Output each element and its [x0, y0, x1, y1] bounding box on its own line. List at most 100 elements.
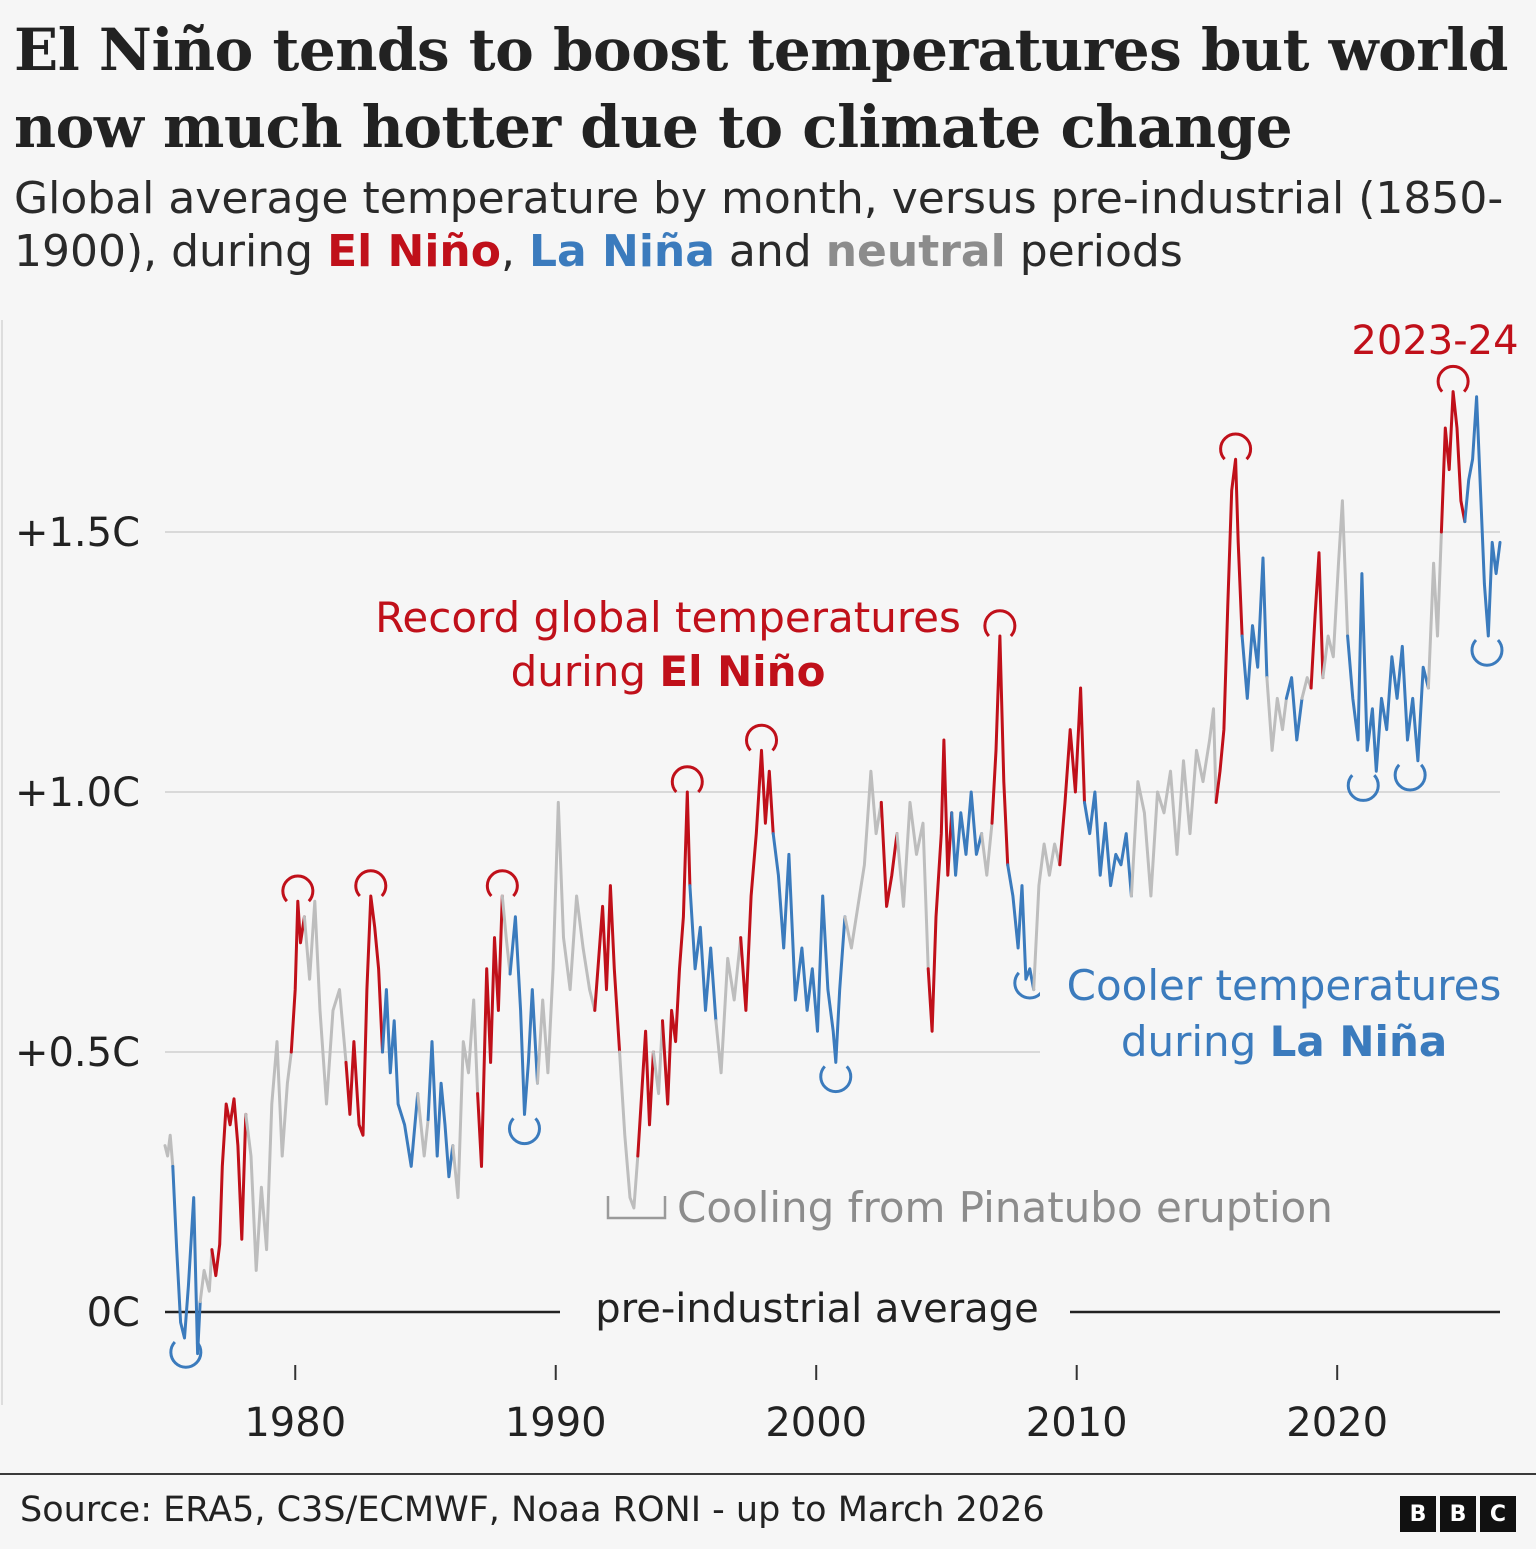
- extreme-marker-el-nino: [1436, 364, 1470, 393]
- series-line-el-nino: [476, 894, 504, 1168]
- series-line-neutral: [302, 899, 348, 1106]
- series-line-neutral: [895, 800, 930, 971]
- series-line-neutral: [416, 1092, 430, 1158]
- series-line-neutral: [1265, 676, 1288, 752]
- peak-label: 2023-24: [1351, 318, 1518, 364]
- series-line-la-nina: [1346, 572, 1430, 773]
- series-line-el-nino: [739, 748, 775, 1012]
- series-line-la-nina: [688, 884, 718, 1023]
- series-line-el-nino: [661, 790, 692, 1106]
- logo-letter: C: [1480, 1496, 1516, 1532]
- series-line-neutral: [1129, 707, 1218, 898]
- x-tick-label: 2010: [1026, 1400, 1128, 1446]
- temperature-chart: 0C +0.5C +1.0C +1.5C 1980 1990 2000 2010 2020 Re…: [1, 318, 1519, 1446]
- y-tick-label: +1.5C: [15, 510, 140, 556]
- cooler-annotation-line2: during La Niña: [1121, 1017, 1447, 1066]
- extreme-marker-el-nino: [983, 609, 1017, 638]
- series-line-neutral: [198, 1248, 214, 1304]
- series-layer: [163, 390, 1502, 1356]
- extreme-marker-el-nino: [1219, 432, 1253, 461]
- extreme-marker-la-nina: [1346, 774, 1380, 802]
- series-line-la-nina: [771, 832, 847, 1064]
- series-line-la-nina: [1083, 790, 1133, 898]
- series-line-el-nino: [636, 1029, 655, 1158]
- series-line-el-nino: [289, 899, 306, 1054]
- subtitle-neutral: neutral: [825, 226, 1006, 277]
- y-tick-label: +1.0C: [15, 770, 140, 816]
- subtitle-text: Global average temperature by month, ver…: [14, 173, 1504, 277]
- series-line-el-nino: [210, 1097, 248, 1278]
- series-line-la-nina: [171, 1164, 202, 1356]
- grid-layer: 0C +0.5C +1.0C +1.5C 1980 1990 2000 2010 2020: [1, 320, 1500, 1446]
- series-line-neutral: [244, 1040, 293, 1272]
- subtitle-periods: periods: [1005, 226, 1183, 277]
- chart-subtitle: Global average temperature by month, ver…: [14, 172, 1524, 278]
- extreme-marker-la-nina: [508, 1117, 541, 1146]
- series-line-el-nino: [593, 884, 622, 1054]
- series-line-neutral: [651, 1019, 664, 1096]
- series-line-el-nino: [344, 894, 384, 1137]
- series-line-el-nino: [1214, 457, 1244, 804]
- subtitle-la-nina: La Niña: [528, 226, 715, 277]
- series-line-neutral: [618, 1050, 640, 1210]
- series-line-neutral: [714, 936, 743, 1075]
- footer-divider: [0, 1473, 1536, 1475]
- subtitle-and: and: [714, 226, 826, 277]
- logo-letter: B: [1400, 1496, 1436, 1532]
- series-line-el-nino: [926, 738, 954, 1033]
- extreme-marker-el-nino: [670, 765, 704, 794]
- series-line-la-nina: [1463, 395, 1502, 638]
- x-tick-label: 1990: [505, 1400, 607, 1446]
- x-tick-label: 2020: [1286, 1400, 1388, 1446]
- marker-layer: [169, 364, 1504, 1369]
- series-line-la-nina: [381, 988, 420, 1168]
- y-tick-label: +0.5C: [15, 1030, 140, 1076]
- cooler-annotation-prefix: during: [1121, 1017, 1270, 1066]
- series-line-neutral: [451, 998, 480, 1200]
- chart-title: El Niño tends to boost temperatures but …: [14, 16, 1508, 161]
- series-line-el-nino: [879, 800, 899, 908]
- series-line-la-nina: [1240, 556, 1269, 700]
- series-line-neutral: [843, 769, 883, 950]
- series-line-la-nina: [1284, 676, 1304, 742]
- series-line-la-nina: [508, 915, 539, 1116]
- x-tick-label: 2000: [765, 1400, 867, 1446]
- subtitle-separator: ,: [500, 226, 529, 277]
- source-note: Source: ERA5, C3S/ECMWF, Noaa RONI - up …: [20, 1490, 1045, 1530]
- extreme-marker-la-nina: [169, 1340, 203, 1369]
- cooler-annotation-line1: Cooler temperatures: [1067, 961, 1502, 1010]
- logo-letter: B: [1440, 1496, 1476, 1532]
- y-tick-label: 0C: [87, 1290, 140, 1336]
- extreme-marker-el-nino: [281, 874, 315, 903]
- series-line-el-nino: [1439, 390, 1467, 534]
- record-annotation-line1: Record global temperatures: [375, 593, 961, 642]
- record-annotation-bold: El Niño: [659, 647, 825, 696]
- bbc-logo: B B C: [1400, 1496, 1516, 1532]
- extreme-marker-la-nina: [819, 1065, 853, 1094]
- series-line-neutral: [1321, 499, 1350, 680]
- series-line-el-nino: [1058, 686, 1086, 867]
- series-line-la-nina: [1006, 863, 1036, 992]
- extreme-marker-la-nina: [1393, 763, 1427, 792]
- series-line-neutral: [536, 800, 597, 1085]
- extreme-marker-la-nina: [1470, 638, 1504, 667]
- preindustrial-label-backdrop: [560, 1284, 1070, 1334]
- series-line-la-nina: [426, 1040, 455, 1179]
- pinatubo-annotation: Cooling from Pinatubo eruption: [677, 1183, 1333, 1232]
- extreme-marker-el-nino: [354, 869, 388, 898]
- series-line-neutral: [500, 894, 512, 976]
- extreme-marker-el-nino: [485, 869, 519, 898]
- preindustrial-label: pre-industrial average: [595, 1286, 1038, 1332]
- record-annotation-prefix: during: [511, 647, 660, 696]
- cooler-annotation-backdrop: [1040, 960, 1510, 1070]
- series-line-neutral: [163, 1133, 175, 1168]
- record-annotation-line2: during El Niño: [511, 647, 826, 696]
- series-line-neutral: [1426, 530, 1443, 690]
- series-line-el-nino: [1309, 551, 1325, 690]
- x-tick-label: 1980: [244, 1400, 346, 1446]
- series-line-neutral: [1032, 842, 1062, 992]
- extreme-marker-el-nino: [745, 723, 778, 752]
- series-line-neutral: [980, 821, 994, 877]
- subtitle-el-nino: El Niño: [327, 226, 501, 277]
- series-line-la-nina: [950, 790, 984, 877]
